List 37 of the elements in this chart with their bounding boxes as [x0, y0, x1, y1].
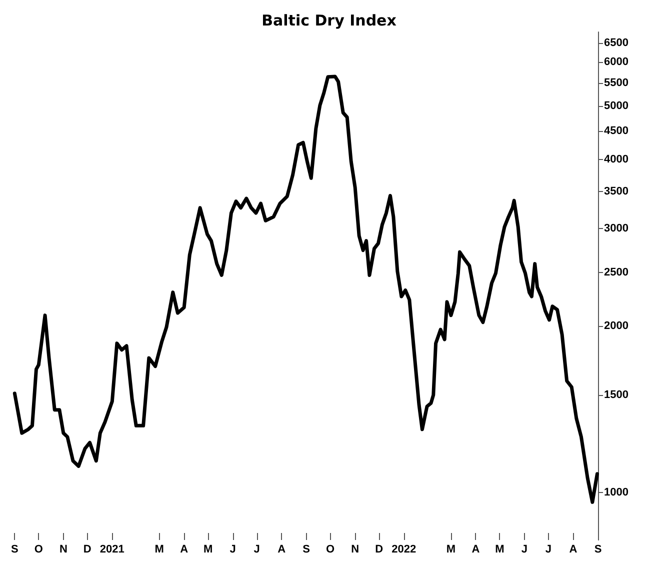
x-tick-label: A: [180, 544, 188, 556]
y-tick-label: 4500: [604, 125, 628, 138]
y-tick-label: 3000: [604, 222, 628, 235]
x-tick-label: 2021: [100, 544, 124, 556]
x-tick-label: S: [302, 544, 310, 556]
x-tick-label: N: [59, 544, 68, 556]
x-tick-label: J: [521, 544, 528, 556]
y-tick-label: 3500: [604, 185, 628, 198]
x-tick-label: S: [594, 544, 602, 556]
y-tick-label: 6000: [604, 56, 628, 68]
line-series: [12, 74, 599, 504]
y-tick-label: 2500: [604, 266, 628, 278]
x-tick-label: J: [230, 544, 236, 556]
y-tick-label: 1500: [604, 388, 628, 401]
x-tick-label: D: [83, 544, 92, 556]
y-tick-label: 2000: [604, 320, 628, 332]
y-tick-label: 5500: [604, 76, 628, 89]
y-tick-label: 6500: [604, 36, 628, 49]
x-tick-label: M: [495, 544, 504, 556]
x-tick-label: O: [34, 544, 44, 556]
chart-title: Baltic Dry Index: [262, 12, 397, 30]
x-tick-label: A: [278, 544, 286, 556]
y-tick-label: 1000: [604, 486, 628, 498]
x-tick-label: O: [326, 544, 336, 556]
x-tick-label: M: [154, 544, 164, 556]
x-tick-label: J: [254, 544, 260, 556]
x-tick-label: J: [545, 544, 552, 556]
y-tick-label: 4000: [604, 153, 628, 166]
x-tick-label: N: [351, 544, 360, 556]
x-tick-label: M: [203, 544, 213, 556]
x-tick-label: S: [10, 544, 18, 556]
y-tick-label: 5000: [604, 100, 628, 112]
x-tick-label: A: [472, 544, 480, 556]
x-tick-label: A: [569, 544, 578, 556]
x-tick-label: M: [446, 544, 456, 556]
x-tick-label: D: [375, 544, 384, 556]
x-tick-label: 2022: [392, 544, 416, 556]
